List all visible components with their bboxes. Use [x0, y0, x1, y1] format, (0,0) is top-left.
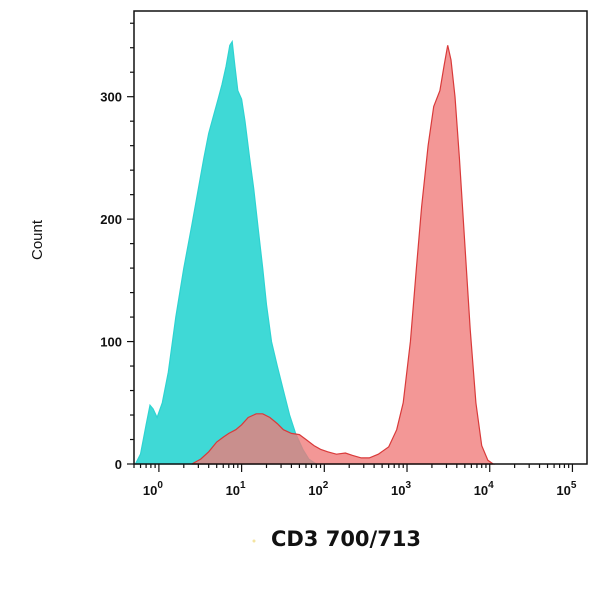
x-tick-label: 101	[226, 480, 246, 498]
x-tick-label: 105	[556, 480, 576, 498]
x-tick-label: 104	[474, 480, 494, 498]
y-tick-label: 100	[100, 335, 122, 350]
x-tick-label: 100	[143, 480, 163, 498]
series-2-area	[191, 45, 496, 465]
x-axis-title-marker	[252, 539, 256, 543]
y-tick-label: 200	[100, 212, 122, 227]
x-tick-label: 102	[308, 480, 328, 498]
y-axis-title: Count	[29, 219, 46, 260]
plot-area	[134, 39, 496, 465]
y-tick-label: 0	[115, 457, 122, 472]
y-tick-label: 300	[100, 90, 122, 105]
series-1-area	[134, 39, 319, 465]
y-axis: 0 100 200 300	[100, 22, 134, 472]
x-axis: 100 101 102 103 104 105	[133, 464, 577, 498]
x-tick-label: 103	[391, 480, 411, 498]
plot-frame	[133, 10, 588, 465]
x-axis-title: CD3 700/713	[271, 527, 421, 551]
